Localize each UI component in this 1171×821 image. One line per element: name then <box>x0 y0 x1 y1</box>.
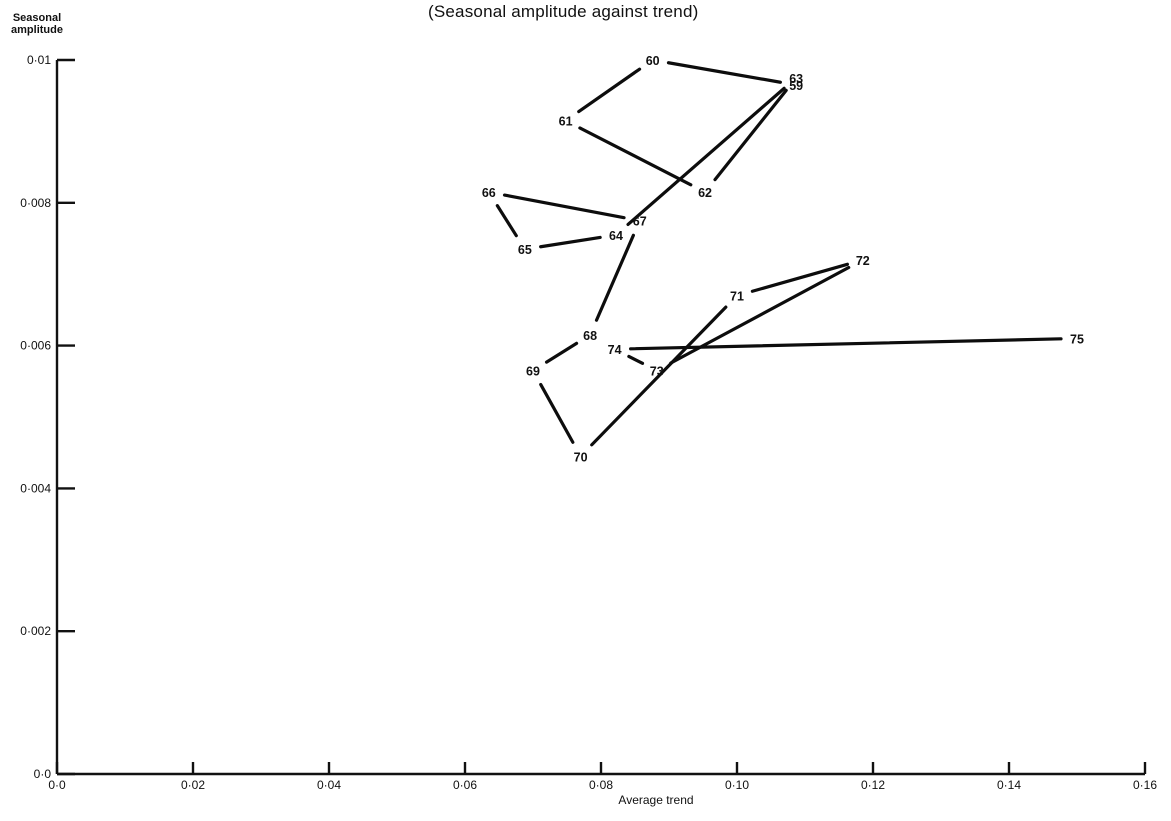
axes <box>55 60 1145 776</box>
x-tick-label: 0·16 <box>1133 778 1157 792</box>
trajectory-segment-62-63 <box>713 88 788 182</box>
y-axis-label: Seasonal amplitude <box>2 12 72 36</box>
trajectory-segment-66-67 <box>502 193 626 220</box>
x-tick-label: 0·02 <box>181 778 205 792</box>
y-tick-label: 0·008 <box>20 196 51 210</box>
point-label-75: 75 <box>1070 332 1084 346</box>
chart-title: (Seasonal amplitude against trend) <box>428 2 699 21</box>
point-label-72: 72 <box>856 254 870 268</box>
x-axis-label: Average trend <box>618 793 693 807</box>
x-tick-label: 0·12 <box>861 778 885 792</box>
point-labels: 59 60 61 62 63 64 65 66 67 68 69 70 71 72 73 74 75 <box>482 54 1084 464</box>
trajectory-segment-68-69 <box>544 341 579 364</box>
x-tick-label: 0·08 <box>589 778 613 792</box>
trajectory-segment-65-66 <box>495 204 518 238</box>
trajectory-segment-61-62 <box>578 126 693 187</box>
trajectory-segment-59-60 <box>666 61 782 84</box>
point-label-69: 69 <box>526 365 540 379</box>
y-tick-label: 0·002 <box>20 624 51 638</box>
point-label-64: 64 <box>609 229 623 243</box>
trajectory-segment-64-65 <box>539 235 602 249</box>
x-tick-label: 0·04 <box>317 778 341 792</box>
trajectory-segment-73-74 <box>627 354 645 365</box>
point-label-68: 68 <box>583 329 597 343</box>
point-label-62: 62 <box>698 186 712 200</box>
trajectory-segment-63-64 <box>626 86 786 227</box>
x-tick-label: 0·10 <box>725 778 749 792</box>
trajectory-segment-60-61 <box>577 67 642 114</box>
trajectory-lines <box>495 61 1063 447</box>
y-axis-label-line-1: Seasonal <box>12 12 62 24</box>
trajectory-segment-70-71 <box>590 305 728 447</box>
trajectory-segment-69-70 <box>539 382 575 444</box>
trajectory-segment-71-72 <box>750 262 850 293</box>
y-tick-label: 0·006 <box>20 339 51 353</box>
point-label-67: 67 <box>633 215 647 229</box>
point-label-74: 74 <box>608 343 622 357</box>
y-tick-label: 0·01 <box>27 53 51 67</box>
point-label-59: 59 <box>789 79 803 93</box>
point-label-70: 70 <box>574 450 588 464</box>
x-tick-label: 0·14 <box>997 778 1021 792</box>
point-label-66: 66 <box>482 186 496 200</box>
point-label-61: 61 <box>559 115 573 129</box>
trajectory-segment-67-68 <box>594 233 635 322</box>
point-label-65: 65 <box>518 243 532 257</box>
y-axis-label-line-2: amplitude <box>11 24 63 36</box>
point-label-63: 63 <box>789 72 803 86</box>
point-label-73: 73 <box>650 365 664 379</box>
x-tick-label: 0·06 <box>453 778 477 792</box>
trajectory-segment-74-75 <box>628 337 1063 351</box>
axis-ticks: 0·0 0·02 0·04 0·06 0·08 0·10 0·12 0·14 0·16 0·0 0·… <box>20 53 1157 792</box>
y-tick-label: 0·0 <box>34 767 52 781</box>
y-tick-label: 0·004 <box>20 481 51 495</box>
point-label-71: 71 <box>730 290 744 304</box>
point-label-60: 60 <box>646 54 660 68</box>
x-tick-label: 0·0 <box>48 778 66 792</box>
